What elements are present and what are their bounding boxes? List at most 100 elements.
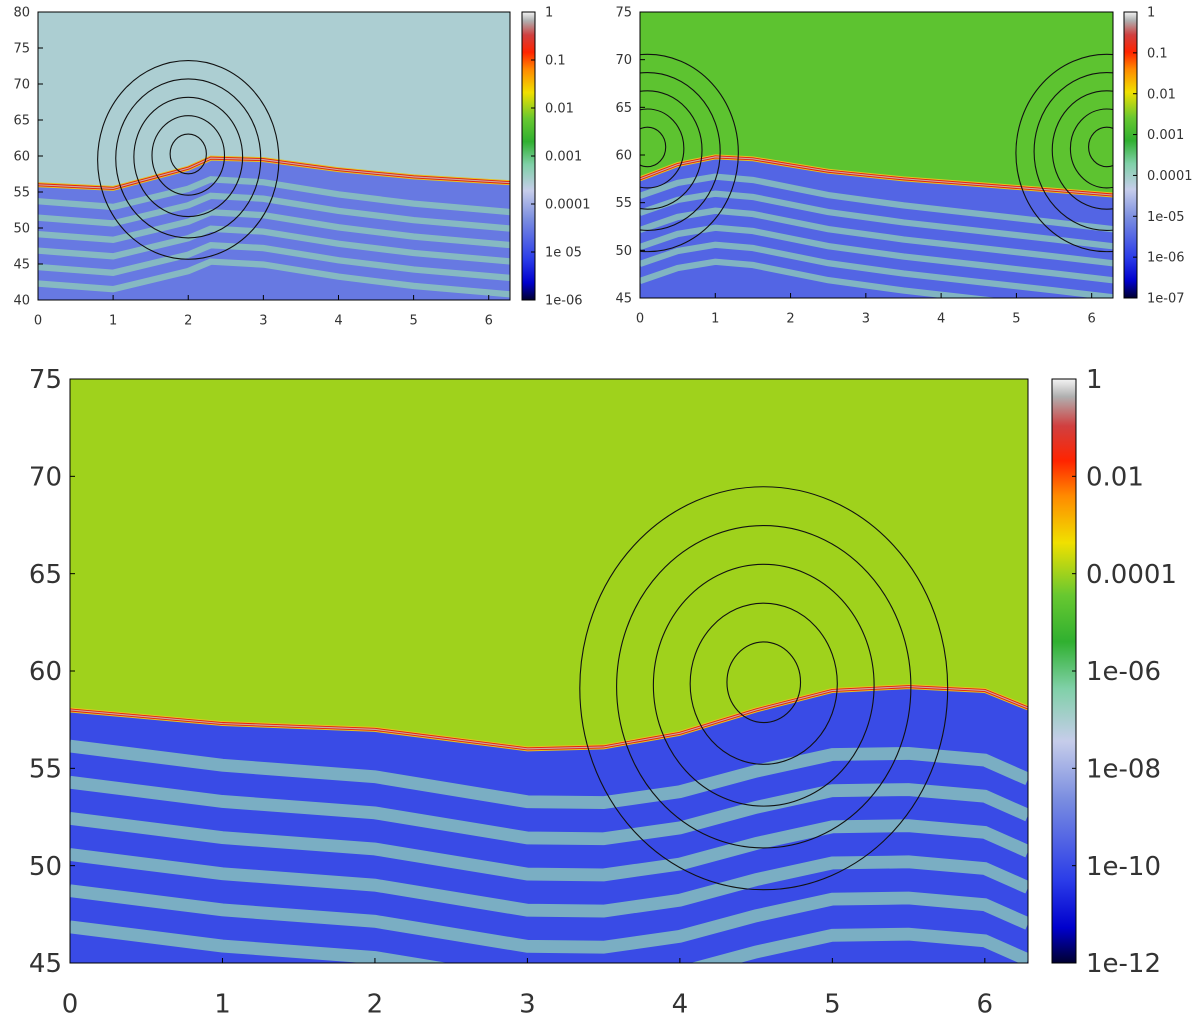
y-tick-label: 70 <box>615 53 632 68</box>
vortex-contour-1-2 <box>640 108 685 189</box>
vortex-contour-1-5 <box>97 59 280 260</box>
vortex-contour-1-3 <box>652 563 875 807</box>
x-tick-label: 6 <box>485 314 493 329</box>
band-4 <box>38 225 510 265</box>
y-tick-label: 75 <box>13 42 30 57</box>
x-tick-label: 6 <box>977 989 994 1019</box>
vortex-contour-1-4 <box>616 524 912 849</box>
colorbar-tick-label: 0.001 <box>545 150 582 165</box>
vortex-contour-1-1 <box>640 126 667 168</box>
vortex-contour-2-4 <box>1033 72 1113 231</box>
y-tick-label: 75 <box>29 365 62 395</box>
colorbar-tick-label: 0.0001 <box>1147 169 1193 184</box>
band-1 <box>38 176 510 216</box>
vortex-contour-1-5 <box>579 486 949 891</box>
colorbar-tick-label: 0.01 <box>545 102 574 117</box>
x-tick-label: 2 <box>367 989 384 1019</box>
y-tick-label: 75 <box>615 6 632 21</box>
vortex-contour-2-2 <box>1069 108 1113 189</box>
x-tick-label: 0 <box>636 312 644 327</box>
vortex-contour-1-4 <box>640 72 721 231</box>
colorbar-tick-label: 0.1 <box>545 54 566 69</box>
colorbar-tick-label: 0.01 <box>1086 462 1144 492</box>
colorbar-tick-label: 1e 05 <box>545 246 582 261</box>
band-5 <box>640 241 1113 298</box>
x-tick-label: 3 <box>519 989 536 1019</box>
colorbar-tick-label: 0.1 <box>1147 46 1168 61</box>
vortex-contour-1-2 <box>689 602 838 765</box>
band-1 <box>70 739 1028 810</box>
y-tick-label: 65 <box>615 101 632 116</box>
y-tick-label: 50 <box>615 244 632 259</box>
colorbar-tick-label: 1e-05 <box>1147 210 1185 225</box>
vortex-contour-1-3 <box>640 90 703 210</box>
y-tick-label: 70 <box>29 462 62 492</box>
x-tick-label: 1 <box>109 314 117 329</box>
colorbar-tick-label: 0.01 <box>1147 87 1176 102</box>
y-tick-label: 50 <box>13 222 30 237</box>
colorbar-tick-label: 1e-06 <box>1086 657 1161 687</box>
lower-region <box>640 156 1113 298</box>
interface-white <box>70 685 1028 750</box>
vortex-contour-1-1 <box>726 641 802 724</box>
vortex-contour-1-2 <box>151 115 226 196</box>
colorbar-tick-label: 1e-08 <box>1086 754 1161 784</box>
band-6 <box>640 258 999 298</box>
colorbar-tick-label: 0.0001 <box>545 198 591 213</box>
y-tick-label: 60 <box>615 149 632 164</box>
y-tick-label: 55 <box>615 196 632 211</box>
band-2 <box>70 775 1028 846</box>
x-tick-label: 3 <box>259 314 267 329</box>
band-3 <box>70 812 1028 882</box>
x-tick-label: 1 <box>214 989 231 1019</box>
colorbar-tick-label: 1 <box>545 6 553 21</box>
colorbar-tick-label: 1 <box>1147 6 1155 21</box>
band-3 <box>38 209 510 249</box>
x-tick-label: 0 <box>62 989 79 1019</box>
vortex-contour-2-1 <box>1088 126 1113 168</box>
heatmap-panel-top-left: 0 1 2 3 4 5 6 40 45 50 55 60 65 70 75 80 1 0.1 0.01 0.001 0.… <box>0 0 600 340</box>
y-tick-label: 65 <box>13 114 30 129</box>
x-tick-label: 4 <box>334 314 342 329</box>
x-tick-label: 5 <box>1012 312 1020 327</box>
vortex-contour-1-1 <box>169 133 207 175</box>
heatmap-panel-bottom: 0 1 2 3 4 5 6 45 50 55 60 65 70 75 1 0.01 0.0001 1e-06 1e-… <box>0 350 1200 1022</box>
band-1 <box>640 173 1113 233</box>
colorbar-tick-label: 1e-12 <box>1086 949 1161 979</box>
colorbar-tick-label: 1e-07 <box>1147 292 1185 307</box>
vortex-contour-2-3 <box>1051 90 1113 210</box>
y-tick-label: 40 <box>13 294 30 309</box>
band-5 <box>70 884 1028 954</box>
colorbar <box>1123 11 1138 299</box>
band-2 <box>38 192 510 232</box>
y-tick-label: 55 <box>29 754 62 784</box>
y-tick-label: 55 <box>13 186 30 201</box>
band-5 <box>38 241 510 282</box>
x-tick-label: 0 <box>34 314 42 329</box>
vortex-contour-2-5 <box>1015 53 1113 253</box>
y-tick-label: 45 <box>13 258 30 273</box>
y-tick-label: 70 <box>13 78 30 93</box>
band-6 <box>38 258 510 298</box>
vortex-contour-1-3 <box>133 96 244 218</box>
heatmap-panel-top-right: 0 1 2 3 4 5 6 45 50 55 60 65 70 75 1 0.1 0.01 0.001 0.0001… <box>600 0 1200 340</box>
colorbar-tick-label: 0.001 <box>1147 128 1184 143</box>
y-tick-label: 60 <box>13 150 30 165</box>
x-tick-label: 4 <box>672 989 689 1019</box>
y-tick-label: 45 <box>615 292 632 307</box>
x-tick-label: 1 <box>711 312 719 327</box>
interface-white <box>38 157 510 190</box>
colorbar-tick-label: 1 <box>1086 365 1103 395</box>
x-tick-label: 4 <box>937 312 945 327</box>
y-tick-label: 60 <box>29 657 62 687</box>
x-tick-label: 5 <box>409 314 417 329</box>
lower-region <box>70 686 1028 963</box>
y-tick-label: 45 <box>29 949 62 979</box>
x-tick-label: 6 <box>1088 312 1096 327</box>
band-4 <box>640 224 1113 284</box>
x-tick-label: 3 <box>862 312 870 327</box>
colorbar-tick-label: 1e-10 <box>1086 852 1161 882</box>
